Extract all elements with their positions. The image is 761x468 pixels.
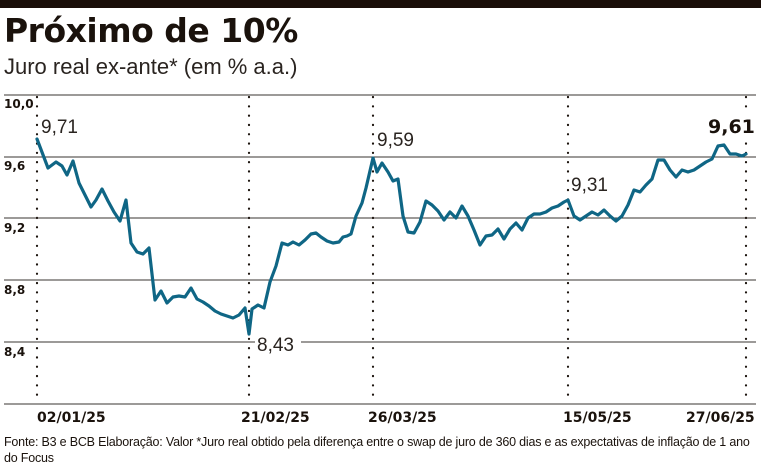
annotation-min: 8,43 [257, 335, 294, 356]
line-chart: 10,0 9,6 9,2 8,8 8,4 9,71 8,43 9,59 9,31… [0, 94, 756, 426]
annotation-latest: 9,61 [708, 116, 755, 138]
x-tick-02-01-25: 02/01/25 [37, 410, 106, 426]
y-tick-9-6: 9,6 [4, 159, 25, 173]
y-tick-10-0: 10,0 [4, 97, 34, 111]
y-tick-8-4: 8,4 [4, 345, 25, 359]
y-tick-8-8: 8,8 [4, 283, 25, 297]
x-tick-15-05-25: 15/05/25 [563, 410, 632, 426]
x-tick-26-03-25: 26/03/25 [368, 410, 437, 426]
annotation-peak-march: 9,59 [377, 130, 414, 151]
annotation-start: 9,71 [41, 117, 78, 138]
y-axis: 10,0 9,6 9,2 8,8 8,4 [0, 96, 34, 359]
annotations: 9,71 8,43 9,59 9,31 9,61 [41, 113, 755, 356]
top-rule [0, 0, 761, 8]
series-line-juro-real [35, 137, 748, 336]
x-axis: 02/01/25 21/02/25 26/03/25 15/05/25 27/0… [37, 410, 755, 426]
chart-subtitle: Juro real ex-ante* (em % a.a.) [4, 54, 298, 79]
x-tick-27-06-25: 27/06/25 [686, 410, 755, 426]
chart-title: Próximo de 10% [4, 11, 298, 50]
x-tick-21-02-25: 21/02/25 [241, 410, 310, 426]
source-footnote: Fonte: B3 e BCB Elaboração: Valor *Juro … [4, 435, 750, 465]
y-tick-9-2: 9,2 [4, 221, 25, 235]
annotation-may: 9,31 [571, 175, 608, 196]
